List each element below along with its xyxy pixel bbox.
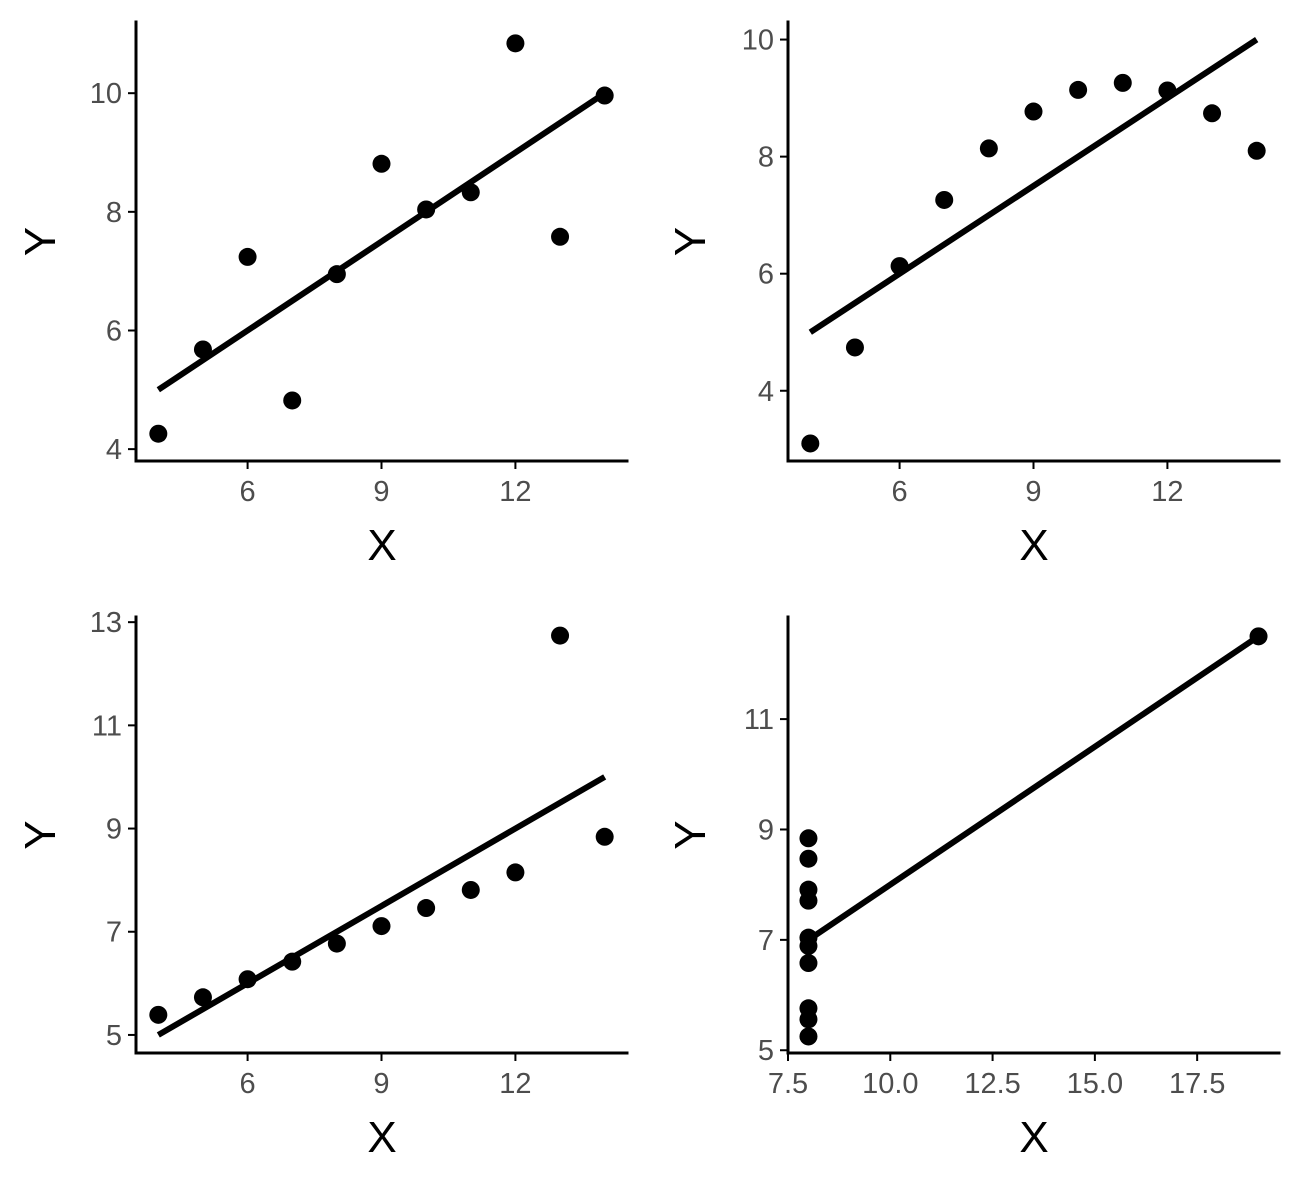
data-point (1158, 81, 1177, 100)
data-point (461, 183, 480, 202)
y-tick-label: 5 (758, 1035, 774, 1067)
data-point (372, 917, 391, 936)
x-tick-label: 6 (240, 476, 256, 508)
x-tick-label: 6 (892, 476, 908, 508)
y-tick-label: 9 (106, 814, 122, 846)
regression-line (156, 774, 607, 1038)
data-point (461, 880, 480, 899)
data-point (149, 424, 168, 443)
y-tick-label: 9 (758, 814, 774, 846)
data-point (417, 200, 436, 219)
data-point (1024, 102, 1043, 121)
y-tick-label: 5 (106, 1020, 122, 1052)
scatter-panel-top-left: 6 9 12 4 6 8 10 X Y (16, 20, 629, 570)
data-point (1247, 141, 1266, 160)
x-tick-label: 9 (373, 1068, 389, 1100)
x-tick-label: 12 (499, 1068, 531, 1100)
data-point (238, 247, 257, 266)
data-point (799, 829, 818, 848)
regression-line (156, 90, 607, 393)
y-tick-label: 13 (90, 607, 122, 639)
y-tick-label: 8 (758, 142, 774, 174)
data-point (979, 139, 998, 158)
data-point (845, 338, 864, 357)
data-point (595, 827, 614, 846)
data-point (801, 434, 820, 453)
data-point (506, 863, 525, 882)
data-point (799, 1010, 818, 1029)
data-point (372, 154, 391, 173)
regression-line (806, 633, 1261, 943)
x-axis-title: X (367, 1113, 396, 1162)
data-point (551, 227, 570, 246)
scatter-panel-bottom-left: 6 9 12 5 7 9 11 13 X Y (16, 607, 629, 1162)
data-point (417, 899, 436, 918)
y-tick-label: 7 (106, 917, 122, 949)
x-tick-label: 6 (240, 1068, 256, 1100)
x-tick-label: 12.5 (964, 1068, 1020, 1100)
y-tick-label: 4 (106, 434, 122, 466)
data-point (799, 880, 818, 899)
data-point (283, 391, 302, 410)
data-point (193, 340, 212, 359)
data-point (890, 257, 909, 276)
data-point (799, 1027, 818, 1046)
data-point (149, 1005, 168, 1024)
data-point (595, 86, 614, 105)
x-tick-label: 17.5 (1169, 1068, 1225, 1100)
data-point (506, 34, 525, 53)
data-point (193, 988, 212, 1007)
data-point (1203, 104, 1222, 123)
x-tick-label: 10.0 (862, 1068, 918, 1100)
data-point (283, 952, 302, 971)
y-tick-label: 10 (90, 78, 122, 110)
data-point (1113, 73, 1132, 92)
data-point (327, 934, 346, 953)
x-axis-title: X (367, 521, 396, 570)
y-tick-label: 4 (758, 376, 774, 408)
x-tick-label: 15.0 (1067, 1068, 1123, 1100)
y-tick-label: 8 (106, 197, 122, 229)
x-axis-title: X (1019, 521, 1048, 570)
regression-line (808, 37, 1259, 335)
y-tick-label: 11 (92, 710, 122, 742)
y-tick-label: 7 (758, 925, 774, 957)
x-tick-label: 9 (1025, 476, 1041, 508)
data-point (935, 190, 954, 209)
y-axis-title: Y (16, 227, 65, 256)
data-point (799, 936, 818, 955)
y-axis-title: Y (666, 227, 715, 256)
x-tick-label: 12 (499, 476, 531, 508)
scatter-panel-bottom-right: 7.5 10.0 12.5 15.0 17.5 5 7 9 11 X Y (666, 615, 1281, 1162)
data-point (238, 970, 257, 989)
y-tick-label: 10 (742, 25, 774, 57)
y-axis-title: Y (666, 820, 715, 849)
y-tick-label: 6 (106, 315, 122, 347)
y-tick-label: 6 (758, 259, 774, 291)
x-tick-label: 9 (373, 476, 389, 508)
data-point (799, 954, 818, 973)
x-tick-label: 7.5 (768, 1068, 808, 1100)
x-axis-title: X (1019, 1113, 1048, 1162)
data-point (1069, 80, 1088, 99)
data-point (799, 849, 818, 868)
data-point (1249, 627, 1268, 646)
y-axis-title: Y (16, 820, 65, 849)
y-tick-label: 11 (744, 704, 774, 736)
scatter-panel-top-right: 6 9 12 4 6 8 10 X Y (666, 20, 1281, 570)
x-tick-label: 12 (1151, 476, 1183, 508)
data-point (327, 265, 346, 284)
data-point (551, 626, 570, 645)
